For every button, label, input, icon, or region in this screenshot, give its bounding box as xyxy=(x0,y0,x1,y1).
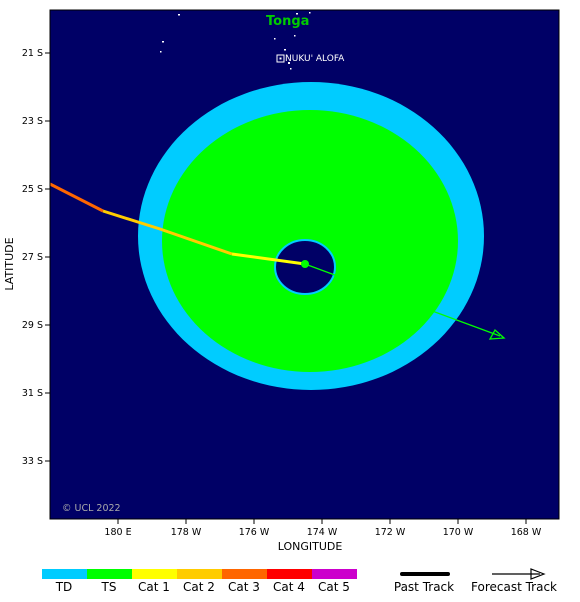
past-track-cat1 xyxy=(231,252,306,266)
past-track-cat2 xyxy=(102,209,233,256)
legend-label-cat4: Cat 4 xyxy=(273,580,305,594)
legend-colorbar xyxy=(42,569,357,579)
city-label: NUKU' ALOFA xyxy=(285,54,345,64)
x-tick-label: 174 W xyxy=(307,527,338,538)
y-axis xyxy=(45,52,50,462)
x-tick-label: 180 E xyxy=(104,527,131,538)
legend-swatch-cat1 xyxy=(132,569,177,579)
legend-label-td: TD xyxy=(55,580,73,594)
y-tick-label: 31 S xyxy=(22,388,43,399)
forecast-arrow-head-icon xyxy=(488,328,506,340)
legend-swatch-td xyxy=(42,569,87,579)
forecast-track-line xyxy=(304,263,501,337)
legend-label-cat1: Cat 1 xyxy=(138,580,170,594)
legend-swatch-cat2 xyxy=(177,569,222,579)
y-tick-label: 23 S xyxy=(22,116,43,127)
legend-swatch-ts xyxy=(87,569,132,579)
x-tick-label: 172 W xyxy=(375,527,406,538)
x-tick-label: 168 W xyxy=(511,527,542,538)
x-axis-title: LONGITUDE xyxy=(278,540,343,553)
forecast-arrow-icon xyxy=(530,568,546,580)
legend-swatch-cat5 xyxy=(312,569,357,579)
forecast-track-legend-label: Forecast Track xyxy=(471,580,557,594)
y-axis-title: LATITUDE xyxy=(3,237,16,290)
y-tick-label: 21 S xyxy=(22,48,43,59)
legend-label-cat3: Cat 3 xyxy=(228,580,260,594)
map-border xyxy=(49,9,560,520)
x-tick-label: 170 W xyxy=(443,527,474,538)
y-tick-label: 29 S xyxy=(22,320,43,331)
legend-label-cat2: Cat 2 xyxy=(183,580,215,594)
storm-center-marker xyxy=(301,260,309,268)
legend-swatch-cat3 xyxy=(222,569,267,579)
country-label: Tonga xyxy=(266,14,309,29)
y-tick-label: 33 S xyxy=(22,456,43,467)
legend-label-ts: TS xyxy=(101,580,117,594)
y-tick-label: 27 S xyxy=(22,252,43,263)
x-tick-label: 176 W xyxy=(239,527,270,538)
islands xyxy=(160,12,311,70)
x-axis xyxy=(117,519,527,524)
capital-marker-icon xyxy=(276,54,285,63)
y-tick-label: 25 S xyxy=(22,184,43,195)
x-tick-label: 178 W xyxy=(171,527,202,538)
legend-label-cat5: Cat 5 xyxy=(318,580,350,594)
past-track-cat3 xyxy=(49,182,104,213)
copyright-text: © UCL 2022 xyxy=(62,503,121,514)
legend-swatch-cat4 xyxy=(267,569,312,579)
past-track-legend-label: Past Track xyxy=(394,580,454,594)
